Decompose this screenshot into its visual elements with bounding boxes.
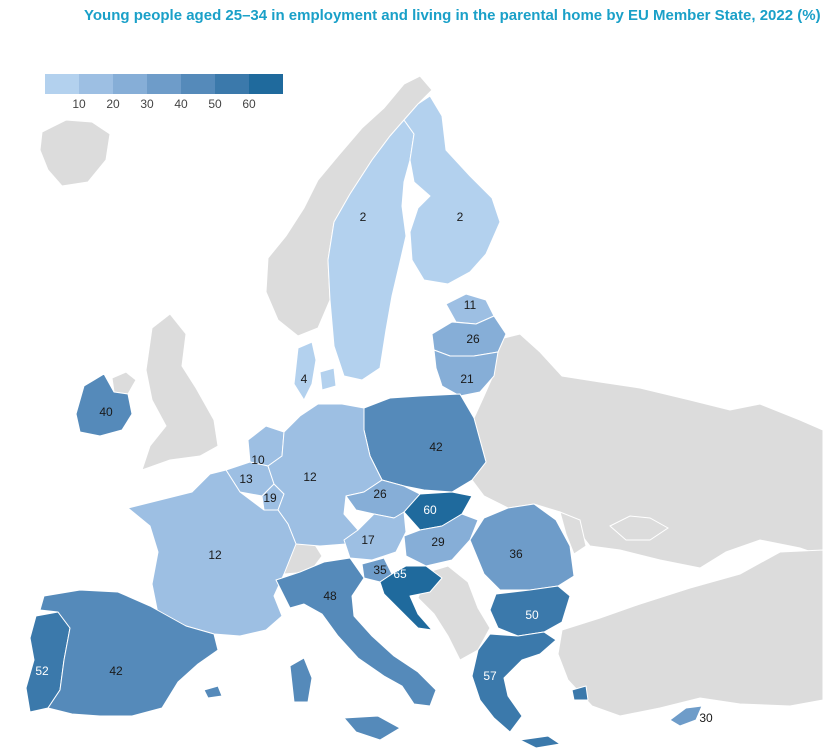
- value-label-italy: 48: [323, 589, 337, 603]
- value-label-sweden: 2: [360, 210, 367, 224]
- map-title: Young people aged 25–34 in employment an…: [84, 7, 821, 24]
- legend-tick: 50: [208, 97, 222, 111]
- legend-tick: 60: [242, 97, 256, 111]
- country-romania: [469, 503, 575, 591]
- country-austria: [343, 511, 407, 561]
- country-poland: [363, 393, 487, 493]
- value-label-latvia: 26: [466, 332, 480, 346]
- country-finland: [403, 95, 501, 285]
- northern-ireland: [111, 371, 137, 395]
- legend-swatch: [249, 74, 283, 94]
- iceland: [39, 119, 111, 187]
- value-labels: 2 2 11 26 21 4 40 42 10 13 19 12 26 60 17 29 36 12 35 65 48 5…: [35, 210, 713, 725]
- country-italy: [275, 557, 437, 741]
- united-kingdom: [141, 313, 219, 471]
- country-ireland: [75, 373, 133, 437]
- value-label-estonia: 11: [464, 298, 477, 312]
- moldova: [559, 511, 587, 555]
- value-label-france: 12: [208, 548, 222, 562]
- non-eu-land: [39, 75, 823, 717]
- legend-swatch: [45, 74, 79, 94]
- value-label-germany: 12: [303, 470, 317, 484]
- legend-swatch: [113, 74, 147, 94]
- value-label-denmark: 4: [301, 372, 308, 386]
- country-cyprus: [669, 705, 703, 727]
- legend-tick: 30: [140, 97, 154, 111]
- legend-tick: 10: [72, 97, 86, 111]
- legend-tick-labels: 10 20 30 40 50 60: [45, 97, 283, 113]
- country-germany: [267, 403, 383, 547]
- value-label-hungary: 29: [431, 535, 445, 549]
- value-label-belgium: 13: [239, 472, 253, 486]
- value-label-finland: 2: [457, 210, 464, 224]
- value-label-portugal: 52: [35, 664, 49, 678]
- value-label-lithuania: 21: [460, 372, 474, 386]
- value-label-cyprus: 30: [699, 711, 713, 725]
- value-label-bulgaria: 50: [525, 608, 539, 622]
- crimea: [609, 515, 669, 541]
- country-greece: [471, 631, 589, 749]
- value-label-slovakia: 60: [423, 503, 437, 517]
- legend-swatch: [215, 74, 249, 94]
- value-label-greece: 57: [483, 669, 497, 683]
- value-label-poland: 42: [429, 440, 443, 454]
- country-sweden: [327, 119, 415, 381]
- value-label-luxembourg: 19: [263, 491, 277, 505]
- value-label-ireland: 40: [99, 405, 113, 419]
- value-label-croatia: 65: [393, 567, 407, 581]
- value-label-slovenia: 35: [373, 563, 387, 577]
- country-spain: [39, 589, 223, 717]
- value-label-romania: 36: [509, 547, 523, 561]
- value-label-austria: 17: [361, 533, 375, 547]
- legend-swatch: [181, 74, 215, 94]
- legend-swatch: [79, 74, 113, 94]
- country-lithuania: [433, 349, 499, 397]
- value-label-netherlands: 10: [251, 453, 265, 467]
- color-legend: 10 20 30 40 50 60: [45, 74, 283, 113]
- country-croatia: [379, 565, 443, 631]
- legend-tick: 20: [106, 97, 120, 111]
- country-hungary: [403, 513, 479, 567]
- turkey: [557, 549, 823, 717]
- legend-tick: 40: [174, 97, 188, 111]
- value-label-czechia: 26: [373, 487, 387, 501]
- legend-color-scale: [45, 74, 283, 94]
- country-denmark: [293, 341, 337, 401]
- value-label-spain: 42: [109, 664, 123, 678]
- country-bulgaria: [489, 585, 571, 637]
- legend-swatch: [147, 74, 181, 94]
